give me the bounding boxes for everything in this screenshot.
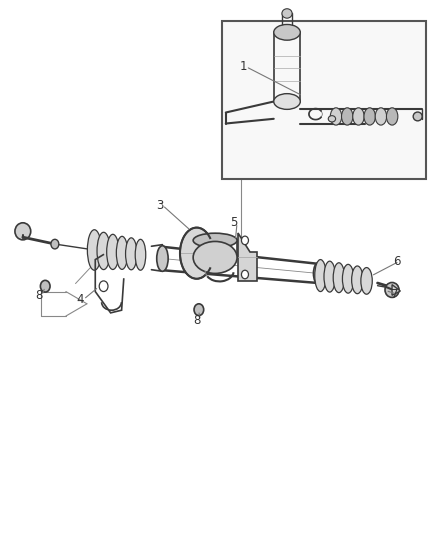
Bar bbox=[221, 21, 425, 179]
Ellipse shape bbox=[106, 235, 119, 270]
Ellipse shape bbox=[329, 108, 341, 125]
Ellipse shape bbox=[116, 236, 127, 269]
Ellipse shape bbox=[323, 261, 335, 292]
Ellipse shape bbox=[135, 239, 145, 270]
Ellipse shape bbox=[194, 304, 203, 316]
Ellipse shape bbox=[125, 238, 137, 270]
Ellipse shape bbox=[363, 108, 374, 125]
Ellipse shape bbox=[180, 228, 213, 279]
Ellipse shape bbox=[341, 108, 352, 125]
Ellipse shape bbox=[351, 266, 362, 294]
Ellipse shape bbox=[332, 263, 344, 293]
Text: 1: 1 bbox=[239, 60, 246, 73]
Polygon shape bbox=[391, 285, 399, 295]
Text: 7: 7 bbox=[390, 288, 397, 301]
Ellipse shape bbox=[412, 112, 421, 121]
Ellipse shape bbox=[360, 268, 371, 294]
Text: 5: 5 bbox=[230, 216, 237, 229]
Ellipse shape bbox=[314, 260, 325, 292]
Ellipse shape bbox=[51, 239, 59, 249]
Ellipse shape bbox=[193, 241, 237, 273]
Polygon shape bbox=[238, 233, 257, 281]
Ellipse shape bbox=[99, 281, 108, 292]
Ellipse shape bbox=[40, 280, 50, 292]
Ellipse shape bbox=[328, 116, 335, 122]
Ellipse shape bbox=[193, 233, 237, 247]
Text: 4: 4 bbox=[77, 293, 84, 306]
Text: 8: 8 bbox=[193, 314, 200, 327]
Ellipse shape bbox=[352, 108, 364, 125]
Text: 8: 8 bbox=[35, 289, 42, 302]
Ellipse shape bbox=[97, 232, 110, 270]
Ellipse shape bbox=[156, 246, 168, 271]
Ellipse shape bbox=[342, 264, 353, 293]
Ellipse shape bbox=[273, 25, 300, 40]
Ellipse shape bbox=[273, 94, 300, 109]
Ellipse shape bbox=[313, 263, 322, 284]
Ellipse shape bbox=[241, 236, 248, 245]
Ellipse shape bbox=[281, 9, 291, 18]
Ellipse shape bbox=[87, 230, 101, 270]
Ellipse shape bbox=[374, 108, 386, 125]
Ellipse shape bbox=[241, 270, 248, 279]
Text: 3: 3 bbox=[155, 199, 163, 212]
Text: 6: 6 bbox=[392, 255, 399, 268]
Ellipse shape bbox=[384, 282, 398, 297]
Ellipse shape bbox=[385, 108, 397, 125]
Ellipse shape bbox=[15, 223, 31, 240]
